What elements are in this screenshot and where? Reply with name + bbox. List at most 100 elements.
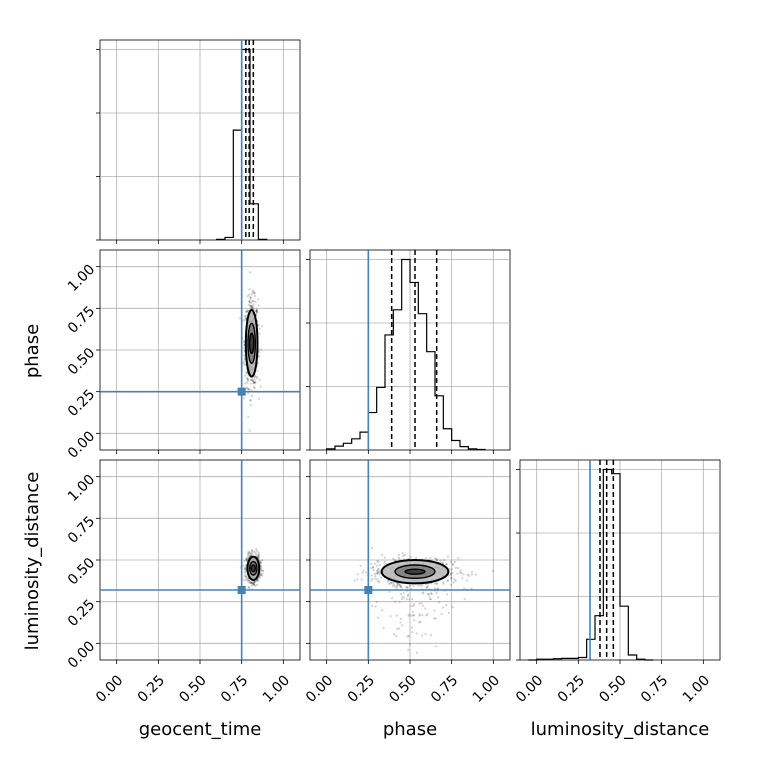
sample-point	[394, 585, 397, 588]
sample-point	[249, 552, 253, 555]
sample-point	[411, 630, 414, 634]
sample-point	[392, 581, 395, 584]
scatter-luminosity-distance-vs-geocent-time: 0.00 0.25 0.50 0.75 1.000.000.250.500.751.00	[65, 459, 301, 706]
sample-point	[255, 308, 258, 311]
sample-point	[428, 598, 432, 601]
sample-point	[252, 303, 255, 306]
sample-point	[376, 569, 379, 572]
sample-point	[407, 593, 410, 596]
sample-point	[248, 300, 251, 303]
sample-point	[248, 301, 252, 304]
sample-point	[402, 591, 405, 595]
sample-point	[376, 572, 379, 575]
sample-point	[412, 603, 416, 606]
sample-point	[255, 375, 258, 378]
panel-content	[238, 271, 264, 432]
sample-point	[397, 556, 401, 559]
sample-point	[380, 576, 383, 579]
sample-point	[244, 568, 247, 572]
sample-point	[371, 565, 375, 569]
sample-point	[247, 550, 250, 553]
sample-point	[258, 332, 261, 335]
sample-point	[442, 582, 445, 585]
sample-point	[253, 378, 256, 381]
sample-point	[258, 397, 261, 400]
sample-point	[399, 621, 402, 624]
sample-point	[257, 354, 260, 357]
sample-point	[370, 574, 373, 577]
sample-point	[245, 372, 248, 375]
sample-point	[250, 549, 254, 552]
sample-point	[246, 554, 249, 557]
sample-point	[256, 311, 259, 314]
sample-point	[245, 575, 248, 578]
sample-point	[251, 289, 254, 292]
sample-point	[245, 578, 248, 581]
sample-point	[356, 573, 359, 576]
sample-point	[470, 570, 474, 573]
sample-point	[250, 307, 253, 310]
sample-point	[371, 604, 374, 607]
sample-point	[259, 385, 262, 388]
sample-point	[248, 300, 251, 303]
sample-point	[253, 584, 257, 587]
y-axis-label-phase: phase	[22, 324, 43, 378]
sample-point	[435, 582, 439, 585]
y-tick-label-3: 0.75	[65, 303, 98, 336]
sample-point	[374, 605, 377, 608]
sample-point	[410, 597, 414, 601]
sample-point	[373, 573, 376, 576]
x-axis-label-geocent-time: geocent_time	[139, 719, 262, 740]
panel-content	[239, 547, 265, 591]
sample-point	[248, 554, 251, 557]
sample-point	[254, 300, 257, 303]
truth-marker	[237, 387, 246, 396]
sample-point	[252, 385, 256, 389]
sample-point	[393, 600, 397, 603]
sample-point	[376, 580, 380, 583]
sample-point	[253, 294, 256, 297]
sample-point	[399, 585, 402, 588]
sample-point	[257, 556, 260, 559]
sample-point	[362, 569, 365, 572]
sample-point	[433, 557, 437, 560]
sample-point	[401, 551, 404, 555]
sample-point	[429, 634, 432, 637]
histogram-geocent-time	[96, 39, 301, 244]
sample-point	[243, 566, 246, 570]
sample-point	[247, 415, 250, 418]
sample-point	[245, 310, 248, 313]
sample-point	[378, 573, 381, 576]
sample-point	[246, 556, 249, 559]
sample-point	[396, 583, 399, 586]
sample-point	[353, 579, 356, 582]
sample-point	[257, 556, 260, 560]
sample-point	[448, 568, 451, 571]
sample-point	[251, 583, 255, 586]
sample-point	[400, 598, 403, 601]
sample-point	[451, 562, 455, 566]
sample-point	[437, 596, 440, 599]
sample-point	[249, 581, 252, 584]
sample-point	[398, 583, 402, 587]
sample-point	[259, 574, 262, 577]
sample-point	[244, 570, 248, 573]
sample-point	[258, 576, 262, 579]
sample-point	[247, 388, 250, 391]
sample-point	[459, 571, 462, 574]
sample-point	[248, 388, 251, 391]
sample-point	[403, 553, 406, 557]
sample-point	[433, 609, 436, 612]
sample-point	[249, 271, 252, 274]
sample-point	[407, 634, 410, 638]
sample-point	[394, 634, 398, 638]
sample-point	[421, 604, 425, 607]
sample-point	[398, 584, 401, 587]
sample-point	[259, 568, 262, 571]
sample-point	[249, 399, 252, 402]
sample-point	[249, 304, 252, 308]
sample-point	[430, 592, 433, 596]
sample-point	[245, 559, 249, 562]
sample-point	[244, 374, 247, 377]
sample-point	[257, 298, 260, 301]
